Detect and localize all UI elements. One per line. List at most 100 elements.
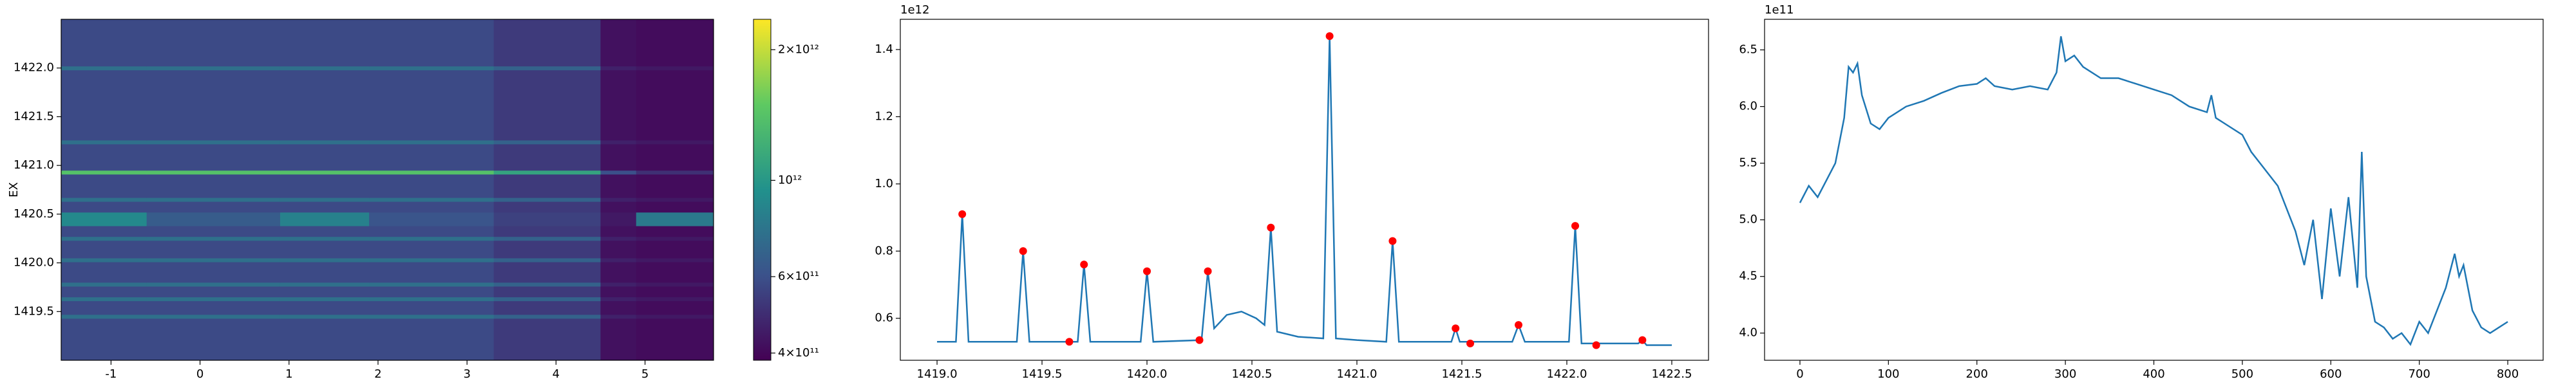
y-tick-label: 4.0 <box>1739 326 1757 340</box>
y-tick-label: 0.8 <box>875 244 893 257</box>
heatmap-cell <box>61 318 147 361</box>
heatmap-cell <box>61 282 147 287</box>
peak-marker <box>1019 247 1027 255</box>
peak-marker <box>1080 261 1088 269</box>
heatmap-cell <box>279 66 370 71</box>
colorbar-tick-label: 6×10¹¹ <box>778 270 819 283</box>
heatmap-cell <box>636 198 714 202</box>
heatmap-cell <box>493 258 601 262</box>
heatmap-cell <box>279 201 370 213</box>
x-tick-label: 400 <box>2143 367 2164 381</box>
heatmap-cell <box>493 140 601 145</box>
y-axis-label: EX <box>7 182 21 198</box>
y-tick-label: 1.4 <box>875 42 893 56</box>
heatmap-cell <box>600 170 637 175</box>
heatmap-cell <box>636 262 714 283</box>
y-tick-label: 1420.0 <box>14 256 54 270</box>
heatmap-cell <box>636 140 714 145</box>
x-tick-label: 500 <box>2231 367 2253 381</box>
peak-marker <box>1466 339 1475 347</box>
heatmap-cell <box>61 143 147 171</box>
heatmap-cell <box>636 314 714 319</box>
heatmap-cell <box>600 282 637 287</box>
heatmap-cell <box>146 318 281 361</box>
x-tick-label: 1420.5 <box>1232 367 1273 381</box>
peak-marker <box>1638 336 1647 344</box>
heatmap-cell <box>600 300 637 315</box>
heatmap-cell <box>61 240 147 259</box>
x-tick-label: 1422.0 <box>1546 367 1587 381</box>
heatmap-cell <box>279 236 370 241</box>
heatmap-cell <box>146 201 281 213</box>
heatmap-cell <box>279 297 370 302</box>
heatmap-cell <box>279 226 370 237</box>
x-tick-label: 100 <box>1877 367 1899 381</box>
heatmap-cell <box>369 226 495 237</box>
heatmap-cell <box>600 286 637 298</box>
heatmap-cell <box>636 240 714 259</box>
heatmap-cell <box>146 143 281 171</box>
heatmap-cell <box>146 170 281 175</box>
y-tick-label: 6.0 <box>1739 100 1757 113</box>
heatmap-cell <box>493 262 601 283</box>
heatmap-cell <box>279 140 370 145</box>
heatmap-cell <box>61 226 147 237</box>
heatmap-cell <box>369 19 495 67</box>
data-line <box>1799 36 2508 346</box>
peak-marker <box>1452 324 1460 333</box>
heatmap-cell <box>600 262 637 283</box>
heatmap-cell <box>369 170 495 175</box>
axes-frame <box>900 19 1709 361</box>
heatmap-cell <box>493 170 601 175</box>
x-tick-label: 1421.0 <box>1337 367 1378 381</box>
heatmap-cell <box>600 297 637 302</box>
heatmap-cell <box>369 314 495 319</box>
heatmap-cell <box>600 201 637 213</box>
heatmap-cell <box>369 318 495 361</box>
heatmap-cell <box>279 258 370 262</box>
heatmap-cell <box>61 140 147 145</box>
heatmap-cell <box>493 198 601 202</box>
y-tick-label: 1.2 <box>875 109 893 123</box>
heatmap-cell <box>279 240 370 259</box>
heatmap-cell <box>146 66 281 71</box>
heatmap-cell <box>61 212 147 226</box>
heatmap-cell <box>279 300 370 315</box>
heatmap-cell <box>493 201 601 213</box>
heatmap-cell <box>146 226 281 237</box>
heatmap-cell <box>493 143 601 171</box>
x-tick-label: 0 <box>1796 367 1803 381</box>
heatmap-cell <box>61 286 147 298</box>
heatmap-cell <box>369 212 495 226</box>
peak-marker <box>1267 223 1275 232</box>
y-tick-label: 4.5 <box>1739 270 1757 283</box>
heatmap-cell <box>636 19 714 67</box>
heatmap-cell <box>636 170 714 175</box>
colorbar <box>753 19 772 361</box>
colorbar-tick-label: 2×10¹² <box>778 42 819 56</box>
heatmap-cell <box>493 240 601 259</box>
heatmap-cell <box>61 297 147 302</box>
heatmap-cell <box>279 170 370 175</box>
heatmap-cell <box>146 297 281 302</box>
heatmap-cell <box>493 236 601 241</box>
y-offset-label: 1e11 <box>1765 3 1794 17</box>
axes-frame <box>1764 19 2544 361</box>
heatmap-cell <box>600 19 637 67</box>
heatmap-cell <box>146 19 281 67</box>
heatmap-cell <box>600 226 637 237</box>
heatmap-cell <box>61 314 147 319</box>
heatmap-cell <box>493 69 601 141</box>
heatmap-cell <box>369 66 495 71</box>
heatmap-cell <box>279 286 370 298</box>
heatmap-cell <box>61 66 147 71</box>
heatmap-cell <box>61 19 147 67</box>
heatmap-cell <box>279 318 370 361</box>
heatmap-cell <box>493 66 601 71</box>
heatmap-cell <box>369 282 495 287</box>
x-tick-label: 1419.5 <box>1022 367 1063 381</box>
peak-marker <box>1592 341 1600 349</box>
heatmap-cell <box>146 236 281 241</box>
